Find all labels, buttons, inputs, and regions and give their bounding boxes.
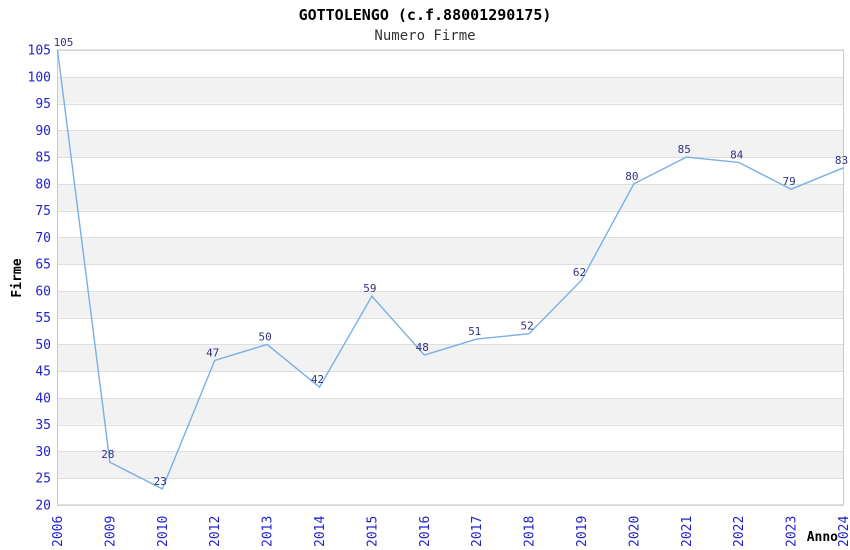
data-label: 51	[468, 325, 481, 338]
data-label: 28	[101, 448, 114, 461]
x-tick-label: 2021	[680, 516, 695, 547]
x-tick-label: 2012	[208, 516, 223, 547]
y-tick-label: 90	[35, 124, 51, 139]
plot-band	[57, 397, 844, 425]
y-tick-label: 70	[35, 231, 51, 246]
y-tick-label: 105	[28, 44, 51, 59]
data-label: 79	[782, 175, 795, 188]
x-tick-label: 2022	[732, 516, 747, 547]
plot-band	[57, 76, 844, 104]
data-label: 62	[573, 266, 586, 279]
data-label: 42	[311, 373, 324, 386]
data-label: 50	[258, 330, 271, 343]
plot-border	[57, 49, 844, 506]
plot-band	[57, 451, 844, 479]
x-tick-label: 2019	[575, 516, 590, 547]
data-label: 105	[54, 36, 74, 49]
y-tick-label: 55	[35, 311, 51, 326]
y-tick-label: 35	[35, 418, 51, 433]
data-label: 84	[730, 148, 744, 161]
plot-band	[57, 290, 844, 318]
x-axis-tick-labels: 2006 2009 2010 2012 2013 2014 2015 2016 2017 2018…	[51, 516, 850, 547]
data-label: 80	[625, 170, 638, 183]
y-tick-label: 20	[35, 499, 51, 514]
y-tick-label: 45	[35, 365, 51, 380]
y-tick-label: 25	[35, 472, 51, 487]
x-tick-label: 2010	[156, 516, 171, 547]
y-tick-label: 80	[35, 177, 51, 192]
y-axis-tick-labels: 20 25 30 35 40 45 50 55 60 65 70 75 80 85 90 95 100 105	[28, 44, 51, 514]
y-axis-title: Firme	[10, 258, 25, 297]
gridlines	[57, 50, 844, 506]
y-tick-label: 95	[35, 97, 51, 112]
x-tick-label: 2023	[785, 516, 800, 547]
x-tick-label: 2017	[470, 516, 485, 547]
data-label: 83	[835, 154, 848, 167]
y-tick-label: 65	[35, 258, 51, 273]
data-label: 48	[416, 341, 429, 354]
y-tick-label: 50	[35, 338, 51, 353]
y-tick-label: 85	[35, 151, 51, 166]
x-tick-label: 2009	[103, 516, 118, 547]
plot-band	[57, 237, 844, 265]
data-labels: 105 28 23 47 50 42 59 48 51 52 62 80 85 84 79 83	[54, 36, 849, 488]
data-label: 23	[154, 475, 167, 488]
data-label: 52	[520, 320, 533, 333]
x-tick-label: 2018	[523, 516, 538, 547]
plot-band	[57, 130, 844, 158]
y-tick-label: 30	[35, 445, 51, 460]
x-tick-label: 2020	[627, 516, 642, 547]
x-axis-title: Anno	[807, 530, 838, 545]
chart-subtitle: Numero Firme	[374, 28, 476, 44]
x-tick-label: 2015	[365, 516, 380, 547]
plot-band	[57, 344, 844, 372]
x-tick-label: 2016	[418, 516, 433, 547]
chart-title: GOTTOLENGO (c.f.88001290175)	[298, 6, 552, 24]
plot-band	[57, 183, 844, 211]
y-tick-label: 75	[35, 204, 51, 219]
x-tick-label: 2006	[51, 516, 66, 547]
data-label: 85	[678, 143, 691, 156]
series-line	[56, 49, 844, 490]
x-tick-label: 2013	[261, 516, 276, 547]
data-label: 47	[206, 347, 219, 360]
x-tick-label: 2024	[837, 516, 850, 547]
x-tick-label: 2014	[313, 516, 328, 547]
y-tick-label: 40	[35, 391, 51, 406]
y-tick-label: 60	[35, 284, 51, 299]
data-label: 59	[363, 282, 376, 295]
y-tick-label: 100	[28, 70, 51, 85]
plot-bands	[57, 76, 844, 479]
